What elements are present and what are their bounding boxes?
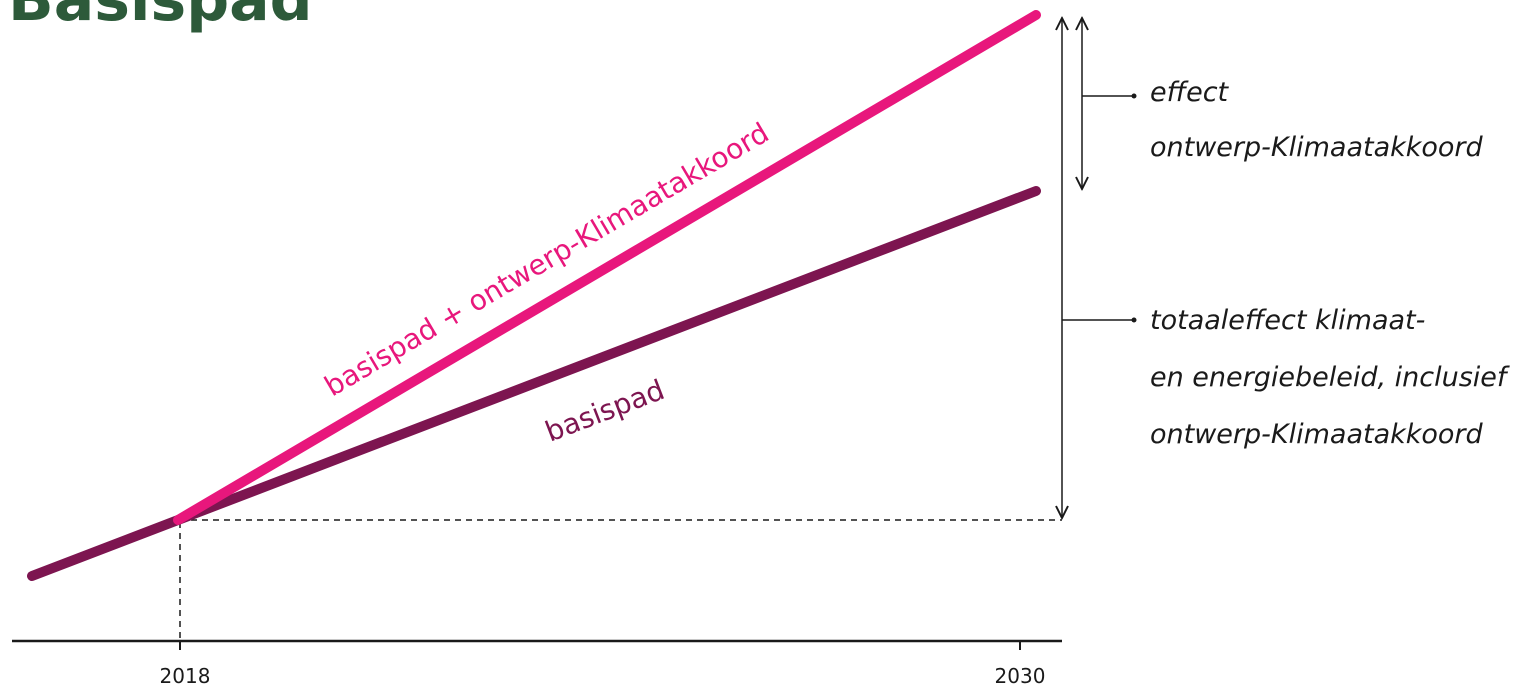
total-annotation-line-2: en energiebeleid, inclusief [1150, 362, 1510, 393]
total-connector-dot [1131, 317, 1137, 323]
total-annotation-line-3: ontwerp-Klimaatakkoord [1150, 419, 1484, 450]
effect-annotation-line-1: effect [1150, 77, 1230, 108]
effect-annotation-line-2: ontwerp-Klimaatakkoord [1150, 132, 1484, 163]
x-tick-label-2018: 2018 [160, 664, 211, 688]
with-accord-line-label: basispad + ontwerp-Klimaatakkoord [319, 116, 775, 403]
page-title: Basispad [8, 0, 313, 35]
basispad-line-label: basispad [541, 373, 669, 448]
effect-connector-dot [1131, 93, 1137, 99]
total-annotation-line-1: totaaleffect klimaat- [1150, 305, 1425, 336]
x-tick-label-2030: 2030 [995, 664, 1046, 688]
with-accord-line [173, 10, 1041, 525]
